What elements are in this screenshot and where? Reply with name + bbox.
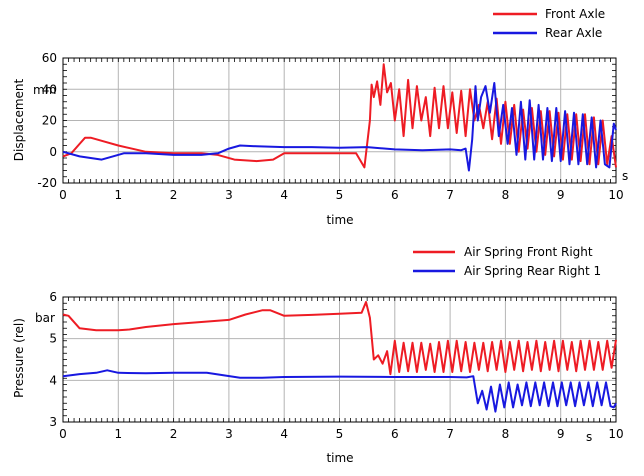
x-tick-label: 1	[114, 427, 122, 441]
chart-pressure: 0 1 2 3 4 5 6 7 8 9 10 3 4 5 6 bar s time Pressure (r…	[12, 245, 624, 465]
legend-label-air-spring-front-right: Air Spring Front Right	[464, 245, 593, 259]
plot-frame	[62, 57, 617, 184]
x-tick-label: 0	[59, 188, 67, 202]
x-unit-label: s	[586, 430, 592, 444]
x-tick-label: 4	[280, 188, 288, 202]
x-unit-label: s	[622, 169, 628, 183]
x-tick-label: 8	[502, 188, 510, 202]
x-tick-label: 10	[608, 427, 623, 441]
minor-ticks	[62, 296, 617, 423]
x-tick-label: 3	[225, 188, 233, 202]
series-line-air-spring-front-right	[62, 301, 617, 376]
y-axis-label: Displacement	[12, 78, 26, 161]
y-tick-labels: -20 0 20 40 60	[37, 51, 57, 190]
y-tick-label: -20	[37, 176, 57, 190]
x-axis-label: time	[326, 451, 353, 465]
x-axis-label: time	[326, 213, 353, 227]
x-tick-label: 5	[336, 188, 344, 202]
x-tick-label: 8	[502, 427, 510, 441]
y-unit-label: bar	[35, 311, 55, 325]
x-tick-label: 9	[557, 427, 565, 441]
y-tick-label: 3	[49, 415, 57, 429]
legend-label-rear-axle: Rear Axle	[545, 26, 602, 40]
y-unit-label: mm	[33, 83, 56, 97]
x-tick-label: 6	[391, 188, 399, 202]
y-tick-label: 20	[42, 114, 57, 128]
x-tick-label: 3	[225, 427, 233, 441]
y-tick-label: 40	[42, 82, 57, 96]
legend-label-air-spring-rear-right-1: Air Spring Rear Right 1	[464, 264, 601, 278]
series-line-air-spring-rear-right-1	[62, 369, 617, 413]
x-tick-label: 2	[170, 188, 178, 202]
y-axis-label: Pressure (rel)	[12, 318, 26, 398]
y-tick-label: 5	[49, 332, 57, 346]
y-tick-label: 0	[49, 145, 57, 159]
series-lines	[62, 63, 617, 172]
series-line-rear-axle	[62, 82, 617, 172]
x-tick-labels: 0 1 2 3 4 5 6 7 8 9 10	[59, 188, 623, 202]
x-tick-label: 10	[608, 188, 623, 202]
x-tick-label: 7	[446, 427, 454, 441]
y-tick-label: 4	[49, 373, 57, 387]
x-tick-label: 7	[446, 188, 454, 202]
series-lines	[62, 301, 617, 413]
x-tick-label: 6	[391, 427, 399, 441]
series-line-front-axle	[62, 63, 617, 169]
y-tick-label: 60	[42, 51, 57, 65]
x-tick-label: 2	[170, 427, 178, 441]
x-tick-label: 0	[59, 427, 67, 441]
legend: Air Spring Front Right Air Spring Rear R…	[413, 245, 601, 278]
grid	[63, 297, 616, 422]
legend-label-front-axle: Front Axle	[545, 7, 605, 21]
x-tick-label: 9	[557, 188, 565, 202]
y-tick-labels: 3 4 5 6	[49, 290, 57, 429]
x-tick-label: 5	[336, 427, 344, 441]
plot-frame	[62, 296, 617, 423]
x-tick-label: 1	[114, 188, 122, 202]
x-tick-label: 4	[280, 427, 288, 441]
y-tick-label: 6	[49, 290, 57, 304]
legend: Front Axle Rear Axle	[493, 7, 605, 40]
x-tick-labels: 0 1 2 3 4 5 6 7 8 9 10	[59, 427, 623, 441]
